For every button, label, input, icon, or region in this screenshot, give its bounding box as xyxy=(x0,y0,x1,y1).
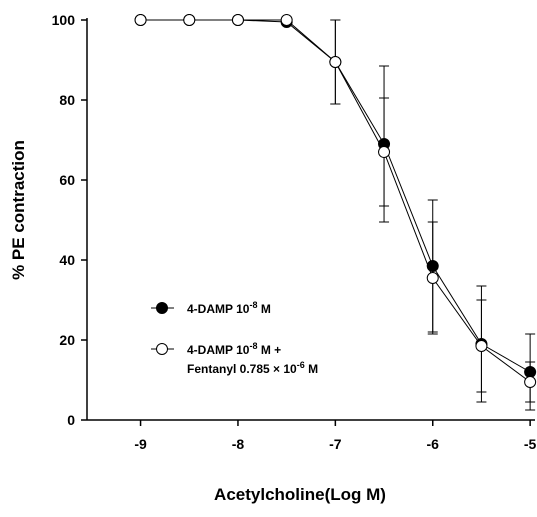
legend-exponent: -8 xyxy=(249,300,257,310)
legend-label: 4-DAMP 10-8 M + xyxy=(187,341,281,357)
y-tick-label: 80 xyxy=(59,92,75,108)
data-point xyxy=(475,340,488,352)
series-2 xyxy=(134,14,537,403)
x-tick-label: -7 xyxy=(329,436,342,452)
y-axis-title: % PE contraction xyxy=(9,140,28,280)
legend-label: Fentanyl 0.785 × 10-6 M xyxy=(187,360,318,376)
x-tick-label: -6 xyxy=(427,436,440,452)
x-tick-label: -9 xyxy=(134,436,147,452)
data-point xyxy=(231,14,244,26)
legend-exponent: -6 xyxy=(297,360,305,370)
y-tick-label: 40 xyxy=(59,252,75,268)
data-point xyxy=(134,14,147,26)
data-point xyxy=(426,272,439,284)
axes: 0 20 40 60 80 100 -9 -8 -7 -6 -5 xyxy=(52,12,537,452)
y-tick-label: 100 xyxy=(52,12,76,28)
legend-marker-open xyxy=(156,343,168,355)
y-tick-label: 0 xyxy=(67,412,75,428)
x-tick-label: -5 xyxy=(524,436,537,452)
y-tick-label: 60 xyxy=(59,172,75,188)
data-point xyxy=(524,376,537,388)
legend-unit: M xyxy=(305,362,318,376)
legend-label: 4-DAMP 10-8 M xyxy=(187,300,271,316)
legend-unit: M + xyxy=(257,343,281,357)
y-tick-label: 20 xyxy=(59,332,75,348)
legend-text-part: Fentanyl 0.785 × 10 xyxy=(187,362,297,376)
legend: 4-DAMP 10-8 M4-DAMP 10-8 M +Fentanyl 0.7… xyxy=(151,300,318,376)
data-point xyxy=(329,56,342,68)
data-point xyxy=(183,14,196,26)
x-tick-label: -8 xyxy=(232,436,245,452)
legend-unit: M xyxy=(257,302,270,316)
series-layer xyxy=(134,14,537,411)
x-axis-title: Acetylcholine(Log M) xyxy=(214,485,386,504)
data-point xyxy=(280,14,293,26)
data-point xyxy=(378,146,391,158)
legend-text-part: 4-DAMP 10 xyxy=(187,343,250,357)
legend-text-part: 4-DAMP 10 xyxy=(187,302,250,316)
legend-marker-filled xyxy=(156,302,168,314)
legend-exponent: -8 xyxy=(249,341,257,351)
